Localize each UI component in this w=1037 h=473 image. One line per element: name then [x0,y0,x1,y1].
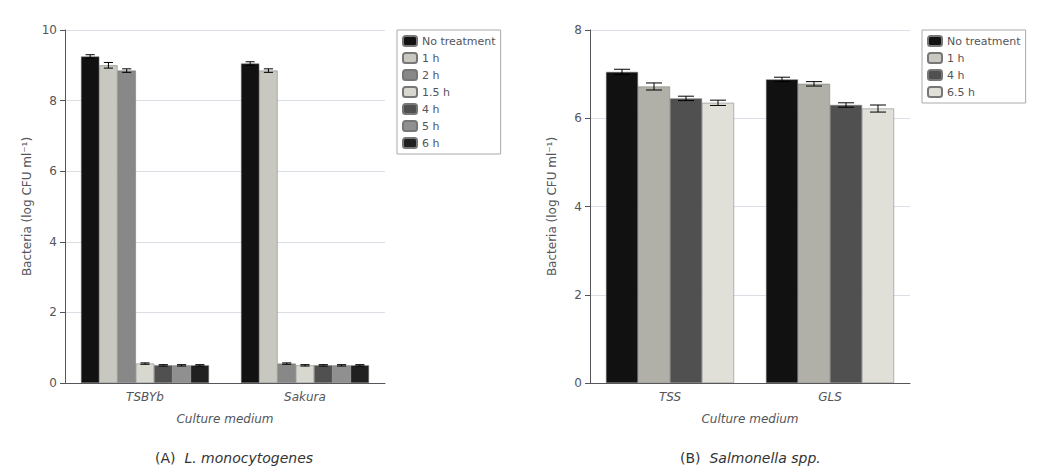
svg-text:(A): (A) [155,450,176,466]
svg-text:10: 10 [42,23,57,37]
svg-text:No treatment: No treatment [947,35,1021,48]
svg-text:Culture medium: Culture medium [701,412,798,426]
svg-text:1 h: 1 h [422,52,439,65]
svg-text:0: 0 [574,376,582,390]
svg-text:Culture medium: Culture medium [176,412,273,426]
svg-text:4 h: 4 h [947,69,964,82]
svg-text:8: 8 [49,94,57,108]
svg-text:8: 8 [574,23,582,37]
svg-text:0: 0 [49,376,57,390]
svg-text:4: 4 [49,235,57,249]
svg-text:2 h: 2 h [422,69,439,82]
svg-text:6: 6 [574,111,582,125]
svg-text:5 h: 5 h [422,120,439,133]
svg-text:6: 6 [49,164,57,178]
svg-text:Salmonella spp.: Salmonella spp. [709,450,820,466]
svg-text:2: 2 [574,288,582,302]
svg-text:TSBYb: TSBYb [126,390,164,404]
svg-text:GLS: GLS [818,390,842,404]
svg-text:1 h: 1 h [947,52,964,65]
svg-text:1.5 h: 1.5 h [422,86,450,99]
svg-text:Sakura: Sakura [284,390,326,404]
svg-text:L. monocytogenes: L. monocytogenes [184,450,313,466]
svg-text:2: 2 [49,305,57,319]
svg-text:Bacteria (log CFU ml⁻¹): Bacteria (log CFU ml⁻¹) [20,137,34,276]
svg-text:Bacteria (log CFU ml⁻¹): Bacteria (log CFU ml⁻¹) [545,137,559,276]
svg-text:(B): (B) [680,450,701,466]
svg-text:4: 4 [574,200,582,214]
svg-text:6.5 h: 6.5 h [947,86,975,99]
svg-text:4 h: 4 h [422,103,439,116]
svg-text:6 h: 6 h [422,137,439,150]
svg-text:TSS: TSS [659,390,682,404]
svg-text:No treatment: No treatment [422,35,496,48]
